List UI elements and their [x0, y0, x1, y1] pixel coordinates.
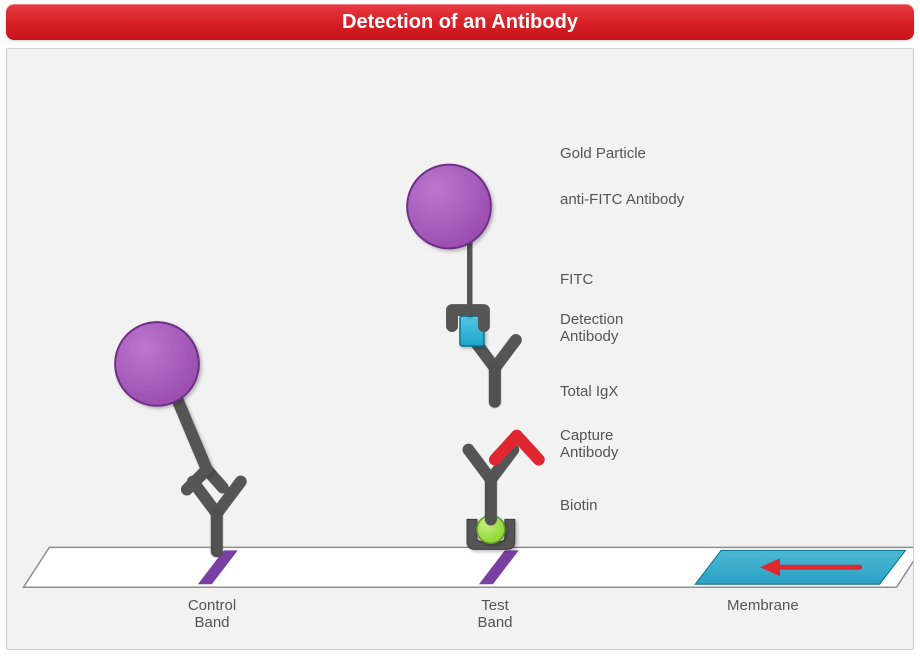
label-detection-antibody: Detection Antibody [560, 311, 623, 346]
title-bar: Detection of an Antibody [6, 4, 914, 40]
label-gold-particle: Gold Particle [560, 145, 646, 162]
page-title: Detection of an Antibody [342, 11, 578, 33]
label-fitc: FITC [560, 271, 593, 288]
diagram-canvas: Gold Particle anti-FITC Antibody FITC De… [6, 48, 914, 650]
label-test-band: Test Band [455, 597, 535, 632]
label-biotin: Biotin [560, 497, 598, 514]
label-membrane: Membrane [727, 597, 799, 614]
diagram-svg [7, 49, 913, 649]
label-anti-fitc: anti-FITC Antibody [560, 191, 684, 208]
label-capture-antibody: Capture Antibody [560, 427, 618, 462]
label-total-igx: Total IgX [560, 383, 618, 400]
label-control-band: Control Band [172, 597, 252, 632]
